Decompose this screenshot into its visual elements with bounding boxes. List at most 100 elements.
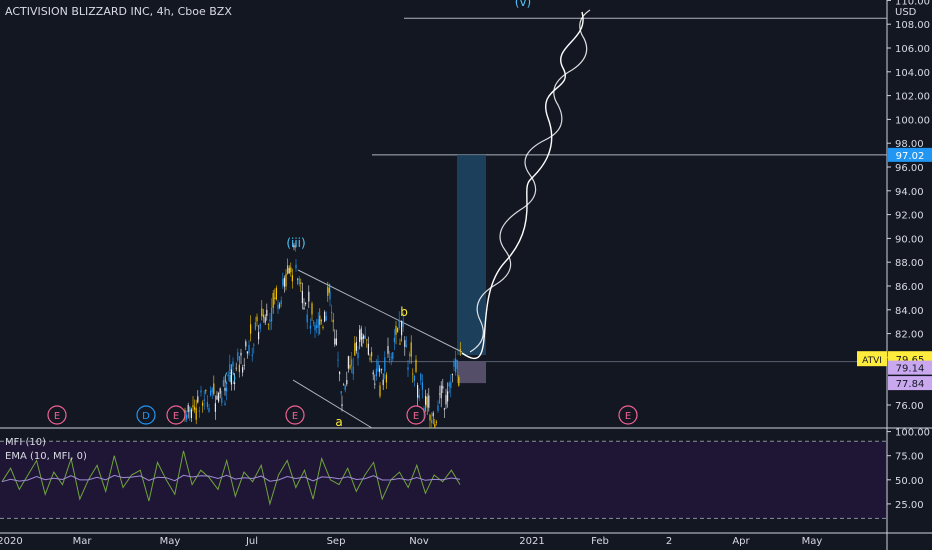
candle-body (218, 393, 220, 402)
candle-body (234, 382, 236, 385)
price-tick-label: 100.00 (895, 115, 930, 126)
event-marker-2[interactable] (166, 405, 186, 425)
candle-body (410, 342, 412, 357)
candle-body (455, 358, 457, 373)
candle-body (418, 395, 420, 399)
candle-body (402, 320, 404, 327)
candle-body (415, 359, 417, 372)
event-marker-5[interactable] (618, 405, 638, 425)
candle-body (186, 414, 188, 420)
candle-body (280, 300, 282, 305)
wave-label-i: (i) (224, 371, 237, 385)
event-marker-3[interactable] (285, 405, 305, 425)
candle-body (369, 358, 371, 360)
candle-body (195, 408, 197, 420)
candle-body (372, 372, 374, 375)
time-axis-label: May (160, 536, 181, 547)
target-badge (888, 147, 932, 162)
candle-body (305, 302, 307, 304)
time-axis-label: May (802, 536, 823, 547)
candle-body (288, 268, 290, 274)
candle-body (324, 311, 326, 322)
candle-body (341, 404, 343, 407)
candle-body (334, 338, 336, 345)
candle-body (379, 368, 381, 372)
candle-body (389, 358, 391, 360)
candle-body (261, 314, 263, 316)
candle-body (435, 421, 437, 423)
event-marker-4[interactable] (406, 405, 426, 425)
channel-lower-line (292, 379, 373, 429)
candle-body (275, 287, 277, 300)
candle-body (254, 322, 256, 330)
price-tick-label: 86.00 (895, 282, 924, 293)
candle-body (245, 341, 247, 347)
candle-body (317, 319, 319, 328)
chart-title: ACTIVISION BLIZZARD INC, 4h, Cboe BZX (5, 5, 232, 18)
candle-body (246, 351, 248, 354)
level-b-label: 77.84 (896, 379, 925, 390)
candle-body (412, 373, 414, 375)
candle-body (366, 339, 368, 341)
candle-body (279, 303, 281, 309)
event-marker-label-2: E (173, 411, 179, 422)
candle-body (325, 316, 327, 321)
time-axis-label: Jul (245, 536, 258, 547)
candle-body (293, 245, 295, 248)
candle-body (335, 338, 337, 345)
candle-body (442, 386, 444, 389)
candle-body (229, 364, 231, 371)
price-tick-label: 98.00 (895, 139, 924, 150)
target-badge-label: 97.02 (896, 151, 925, 162)
mfi-tick-label: 75.00 (895, 452, 924, 463)
price-tick-label: 82.00 (895, 330, 924, 341)
price-tick-label: 94.00 (895, 187, 924, 198)
candle-body (420, 373, 422, 381)
candle-body (291, 275, 293, 282)
candle-body (311, 303, 313, 315)
mfi-tick-label: 100.00 (895, 428, 930, 439)
time-axis-label: 2021 (519, 536, 544, 547)
candle-body (232, 361, 234, 367)
candle-body (459, 349, 461, 351)
candle-body (242, 367, 244, 373)
candle-body (337, 359, 339, 361)
projection-wave-wiggle (469, 9, 591, 353)
level-a-badge (888, 360, 932, 375)
candle-body (316, 325, 318, 328)
level-a-label: 79.14 (896, 364, 925, 375)
candle-body (404, 340, 406, 347)
event-marker-label-5: E (625, 411, 631, 422)
candle-body (210, 390, 212, 396)
candle-body (397, 327, 399, 333)
channel-upper-line (297, 269, 463, 353)
candle-body (413, 375, 415, 381)
candle-body (456, 359, 458, 369)
candle-body (224, 388, 226, 391)
candle-body (354, 343, 356, 356)
candle-body (295, 264, 297, 269)
event-marker-1[interactable] (136, 405, 156, 425)
candle-body (243, 364, 245, 366)
candle-body (399, 343, 401, 345)
event-marker-0[interactable] (47, 405, 67, 425)
candle-body (308, 291, 310, 302)
time-axis-label: Feb (591, 536, 609, 547)
candle-body (355, 342, 357, 351)
time-axis-label: Apr (732, 536, 750, 547)
ema-label: EMA (10, MFI, 0) (5, 451, 87, 462)
candle-body (357, 352, 359, 359)
candle-body (211, 388, 213, 393)
candle-body (271, 307, 273, 322)
candle-body (443, 408, 445, 410)
candle-body (192, 405, 194, 408)
candle-body (364, 335, 366, 339)
candle-body (274, 297, 276, 299)
candle-body (202, 402, 204, 406)
candle-body (240, 352, 242, 356)
candle-body (395, 325, 397, 335)
candle-body (440, 385, 442, 399)
candle-body (251, 354, 253, 356)
